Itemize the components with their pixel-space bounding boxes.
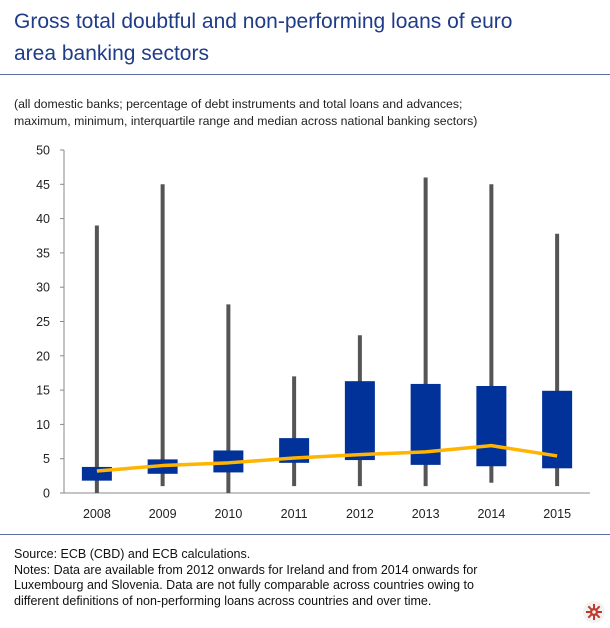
y-tick-label: 45 [36, 178, 50, 192]
settings-icon[interactable] [583, 601, 605, 623]
x-tick-label: 2011 [281, 507, 308, 521]
chart-subtitle: (all domestic banks; percentage of debt … [14, 96, 604, 130]
chart-subtitle-line-1: (all domestic banks; percentage of debt … [14, 97, 463, 111]
notes-line-2: Luxembourg and Slovenia. Data are not fu… [14, 578, 474, 592]
iqr-box-2015 [542, 390, 573, 469]
y-tick-label: 15 [36, 384, 50, 398]
x-tick-label: 2015 [543, 507, 571, 521]
chart-title-line-2: area banking sectors [14, 42, 209, 65]
y-tick-label: 10 [36, 418, 50, 432]
y-tick-label: 50 [36, 144, 50, 158]
x-tick-label: 2012 [346, 507, 374, 521]
iqr-box-2012 [344, 381, 375, 461]
x-tick-label: 2014 [477, 507, 505, 521]
boxplot-chart: 0 5 10 15 20 25 30 35 40 45 50 2008 2009 2010 2011 2012… [36, 144, 590, 521]
x-tick-label: 2008 [83, 507, 111, 521]
y-tick-label: 20 [36, 349, 50, 363]
x-tick-label: 2013 [412, 507, 440, 521]
chart-title: Gross total doubtful and non-performing … [14, 6, 594, 70]
x-tick-label: 2009 [149, 507, 177, 521]
y-tick-label: 25 [36, 315, 50, 329]
chart-notes: Source: ECB (CBD) and ECB calculations. … [14, 547, 604, 609]
chart-subtitle-line-2: maximum, minimum, interquartile range an… [14, 114, 478, 128]
y-tick-label: 5 [43, 452, 50, 466]
notes-line-3: different definitions of non-performing … [14, 593, 432, 608]
chart-title-line-1: Gross total doubtful and non-performing … [14, 10, 513, 33]
source-note: Source: ECB (CBD) and ECB calculations. [14, 547, 251, 561]
notes-line-1: Notes: Data are available from 2012 onwa… [14, 562, 478, 577]
y-tick-label: 40 [36, 212, 50, 226]
y-tick-label: 30 [36, 281, 50, 295]
median-line [96, 443, 558, 473]
title-divider [0, 74, 610, 75]
y-tick-label: 0 [43, 487, 50, 501]
notes-divider [0, 534, 610, 535]
iqr-box-2014 [476, 385, 507, 467]
x-tick-label: 2010 [214, 507, 242, 521]
y-tick-label: 35 [36, 246, 50, 260]
